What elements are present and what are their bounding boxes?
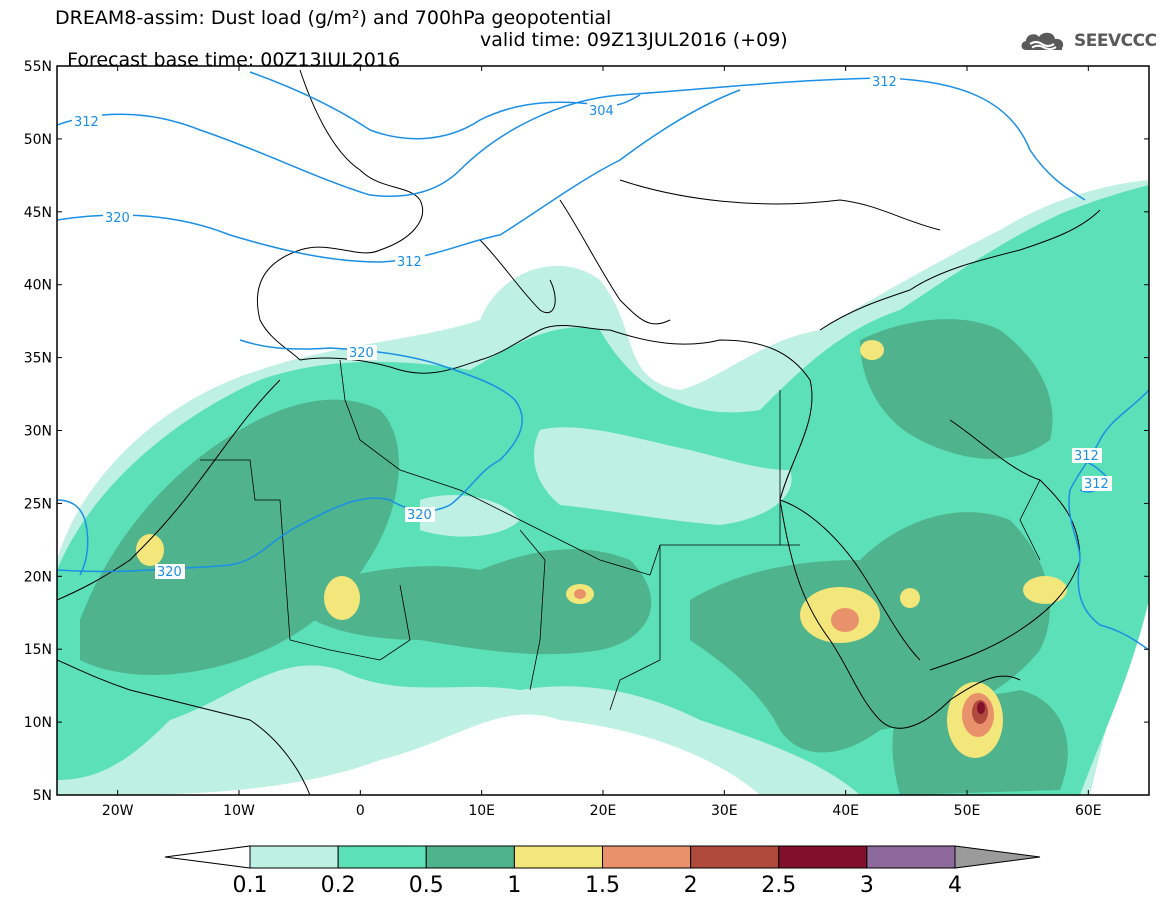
longitude-labels: 20W 10W 0 10E 20E 30E 40E 50E 60E: [102, 803, 1102, 819]
colorbar-swatch: [690, 845, 780, 869]
lat-tick-label: 5N: [33, 788, 52, 804]
contour-320-far-west: [57, 499, 89, 576]
colorbar-swatch: [425, 845, 515, 869]
lon-tick-label: 10E: [468, 803, 495, 819]
lon-tick-label: 10W: [223, 803, 255, 819]
dust-patch-iraq: [860, 340, 884, 360]
dust-core-sudan: [831, 608, 859, 632]
colorbar-labels: 0.1 0.2 0.5 1 1.5 2 2.5 3 4: [233, 873, 963, 898]
lon-tick-label: 20W: [102, 803, 134, 819]
colorbar-swatch: [513, 845, 603, 869]
dust-contour-level-0-5-sahel: [300, 549, 652, 655]
colorbar-lower-arrow: [164, 845, 251, 869]
contour-label: 312: [872, 75, 897, 90]
contour-label: 320: [407, 508, 432, 523]
lat-tick-label: 25N: [24, 496, 52, 512]
contour-label: 320: [349, 346, 374, 361]
colorbar-tick-label: 4: [948, 873, 962, 898]
map-field: 312 304 312 320 312 320 320 320 312 312: [57, 66, 1149, 795]
colorbar-swatch: [602, 845, 692, 869]
dust-patch-oman: [1023, 576, 1067, 604]
logo-text: SEEVCCC: [1074, 31, 1157, 51]
lon-tick-label: 20E: [590, 803, 617, 819]
colorbar-tick-label: 2: [684, 873, 698, 898]
lon-tick-label: 50E: [954, 803, 981, 819]
contour-label: 312: [1084, 477, 1109, 492]
map-ticks: [57, 65, 1149, 796]
colorbar-boxes: [164, 845, 1041, 869]
lat-tick-label: 40N: [24, 278, 52, 294]
contour-312-east: [1068, 389, 1149, 651]
colorbar-tick-label: 0.5: [409, 873, 444, 898]
country-borders: [200, 359, 1041, 711]
dust-max-somalia: [977, 702, 985, 714]
lat-tick-label: 20N: [24, 569, 52, 585]
colorbar-tick-label: 2.5: [761, 873, 796, 898]
dust-pale-libya: [534, 427, 792, 525]
contour-label: 320: [157, 565, 182, 580]
lon-tick-label: 0: [356, 803, 365, 819]
colorbar-tick-label: 1: [507, 873, 521, 898]
dust-patch-mali: [324, 576, 360, 620]
lat-tick-label: 10N: [24, 715, 52, 731]
lat-tick-label: 50N: [24, 132, 52, 148]
colorbar-upper-arrow: [954, 845, 1041, 869]
contour-labels: 312 304 312 320 312 320 320 320 312 312: [72, 74, 1112, 580]
dust-patch-mauritania: [136, 534, 164, 566]
lat-tick-label: 15N: [24, 642, 52, 658]
contour-312-west: [57, 77, 1086, 201]
valid-time: valid time: 09Z13JUL2016 (+09): [480, 29, 788, 51]
contour-label: 320: [105, 211, 130, 226]
lon-tick-label: 40E: [832, 803, 859, 819]
lat-tick-label: 30N: [24, 424, 52, 440]
forecast-base-time: Forecast base time: 00Z13JUL2016: [67, 49, 401, 71]
colorbar-swatch: [866, 845, 956, 869]
colorbar-tick-label: 0.2: [321, 873, 356, 898]
dust-patch-arabia: [900, 588, 920, 608]
latitude-labels: 55N 50N 45N 40N 35N 30N 25N 20N 15N 10N 5N: [24, 59, 52, 804]
lat-tick-label: 55N: [24, 59, 52, 75]
contour-label: 312: [74, 115, 99, 130]
contour-label: 312: [1074, 449, 1099, 464]
colorbar-tick-label: 0.1: [233, 873, 268, 898]
lat-tick-label: 45N: [24, 205, 52, 221]
cloud-icon: [1021, 32, 1064, 51]
colorbar-swatch: [337, 845, 427, 869]
coastlines: [57, 69, 1101, 795]
contour-320-mid: [57, 339, 523, 573]
geopotential-contours: [57, 71, 1149, 651]
lon-tick-label: 30E: [711, 803, 738, 819]
lon-tick-label: 60E: [1075, 803, 1102, 819]
dust-pale-tunisia: [420, 495, 520, 537]
map-subtitle: Forecast base time: 00Z13JUL2016 valid t…: [55, 30, 788, 90]
dust-core-chad: [574, 589, 586, 599]
contour-label: 312: [397, 255, 422, 270]
colorbar-tick-label: 1.5: [585, 873, 620, 898]
contour-320-west: [57, 89, 741, 263]
colorbar-tick-label: 3: [860, 873, 874, 898]
colorbar-swatch: [778, 845, 868, 869]
colorbar-swatch: [249, 845, 339, 869]
dust-contour-level-0-5-mideast: [860, 319, 1053, 459]
map-title: DREAM8-assim: Dust load (g/m²) and 700hP…: [55, 7, 612, 29]
lat-tick-label: 35N: [24, 351, 52, 367]
contour-label: 304: [589, 104, 614, 119]
seevccc-logo: SEEVCCC: [1018, 28, 1157, 54]
